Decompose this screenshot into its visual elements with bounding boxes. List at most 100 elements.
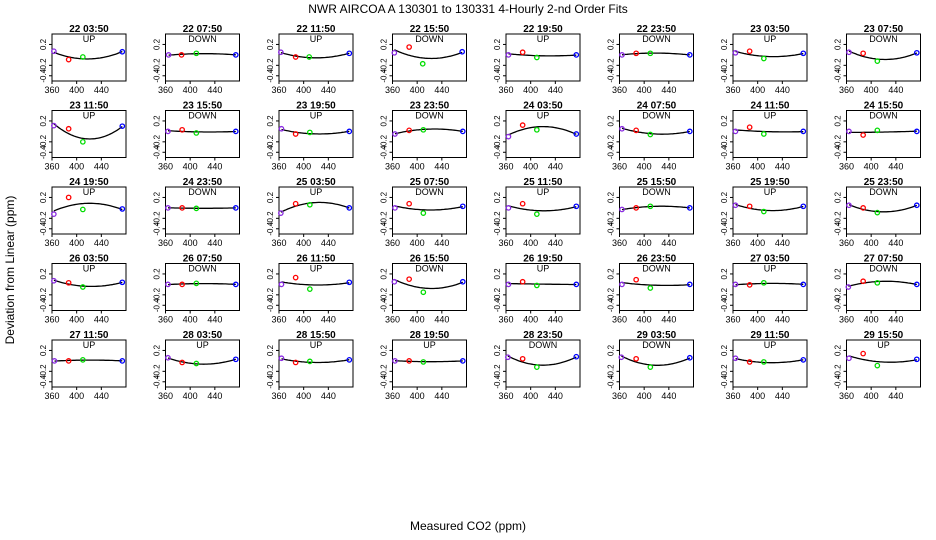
x-tick-label: 360: [44, 238, 59, 248]
data-point: [647, 203, 654, 210]
panel-title: 27 07:50: [864, 254, 904, 265]
data-point: [913, 356, 920, 363]
fit-curve: [281, 128, 350, 135]
panel-title: 23 15:50: [183, 101, 223, 112]
panel-mode: UP: [764, 264, 777, 274]
x-tick-label: 400: [69, 238, 84, 248]
panel-mode: DOWN: [869, 34, 898, 44]
panel-frame: [51, 263, 127, 311]
fit-curve: [394, 360, 463, 363]
panel-mode: UP: [83, 264, 96, 274]
panel-mode: UP: [764, 340, 777, 350]
data-point: [459, 358, 466, 364]
x-tick-label: 440: [548, 162, 563, 172]
x-tick-label: 440: [434, 85, 449, 95]
x-tick-label: 360: [612, 315, 627, 325]
panel-title: 25 23:50: [864, 177, 904, 188]
x-tick-label: 440: [321, 391, 336, 401]
x-tick-label: 440: [94, 85, 109, 95]
panel-mode: DOWN: [642, 340, 671, 350]
y-tick-label: -0.2: [39, 134, 48, 148]
data-point: [292, 54, 299, 60]
x-tick-label: 400: [637, 162, 652, 172]
panel-title: 23 11:50: [70, 101, 109, 112]
data-point: [165, 281, 171, 288]
x-tick-label: 360: [271, 85, 286, 95]
panel-frame: [505, 339, 581, 388]
panel-title: 22 23:50: [637, 24, 677, 35]
y-tick-label: -0.4: [380, 298, 389, 312]
y-tick-label: 0.2: [834, 191, 843, 203]
panel-frame: [732, 339, 808, 388]
data-point: [732, 281, 739, 288]
y-tick-label: -0.2: [380, 134, 389, 148]
y-tick-label: -0.4: [380, 374, 389, 388]
panel-mode: DOWN: [869, 264, 898, 274]
panel-frame: [278, 33, 354, 82]
panel-mode: DOWN: [415, 111, 444, 121]
data-point: [65, 279, 72, 286]
panel-title: 24 15:50: [864, 101, 904, 112]
fit-curve: [394, 205, 463, 211]
x-tick-label: 400: [637, 238, 652, 248]
panel-title: 22 03:50: [69, 24, 109, 35]
fit-curve: [508, 125, 577, 136]
data-point: [860, 50, 867, 57]
x-tick-label: 440: [94, 162, 109, 172]
y-tick-label: -0.4: [153, 68, 162, 82]
y-tick-label: -0.4: [607, 298, 616, 312]
x-tick-label: 440: [94, 315, 109, 325]
data-point: [800, 356, 807, 363]
y-tick-label: -0.4: [720, 298, 729, 312]
data-point: [232, 281, 239, 288]
fit-curve: [394, 128, 463, 135]
data-point: [860, 278, 867, 285]
data-point: [232, 205, 239, 211]
x-tick-label: 400: [69, 315, 84, 325]
fit-curve: [53, 123, 123, 140]
y-tick-label: -0.2: [607, 134, 616, 148]
fit-curve: [281, 281, 350, 286]
x-tick-label: 440: [207, 238, 222, 248]
data-point: [459, 128, 466, 135]
data-point: [65, 358, 72, 364]
panel-title: 25 19:50: [750, 177, 790, 188]
data-point: [406, 127, 412, 134]
x-tick-label: 440: [321, 238, 336, 248]
x-tick-label: 440: [661, 238, 676, 248]
x-tick-label: 400: [183, 315, 198, 325]
y-tick-label: -0.2: [39, 364, 48, 378]
fit-curve: [621, 127, 690, 135]
y-tick-label: 0.2: [380, 191, 389, 203]
x-tick-label: 360: [612, 162, 627, 172]
data-point: [119, 123, 126, 130]
y-tick-label: 0.2: [266, 268, 275, 280]
fit-curve: [280, 201, 350, 213]
x-tick-label: 360: [158, 238, 173, 248]
y-tick-label: -0.2: [380, 58, 389, 72]
y-tick-label: -0.4: [153, 221, 162, 235]
x-tick-label: 400: [750, 315, 765, 325]
y-tick-label: -0.4: [493, 298, 502, 312]
y-tick-label: -0.2: [607, 58, 616, 72]
y-tick-label: 0.2: [39, 344, 48, 356]
x-tick-label: 400: [69, 391, 84, 401]
panel-frame: [619, 263, 694, 311]
data-point: [746, 359, 753, 365]
x-tick-label: 400: [183, 391, 198, 401]
data-point: [860, 205, 867, 211]
data-point: [178, 52, 185, 58]
data-point: [79, 356, 86, 363]
y-tick-label: 0.2: [493, 115, 502, 127]
panel-mode: UP: [537, 187, 550, 197]
fit-curve: [848, 130, 917, 134]
panel-mode: UP: [877, 340, 890, 350]
